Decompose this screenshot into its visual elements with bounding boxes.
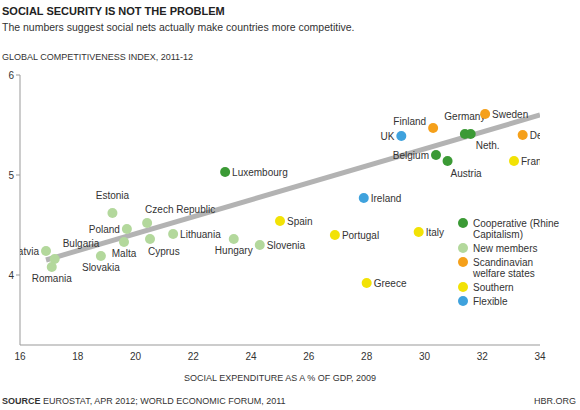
svg-text:Ireland: Ireland (371, 193, 402, 204)
svg-text:30: 30 (419, 351, 431, 362)
svg-text:16: 16 (14, 351, 26, 362)
html-text:New members: New members (473, 243, 538, 254)
svg-text:4: 4 (8, 270, 14, 281)
svg-text:France: France (521, 156, 540, 167)
svg-text:Luxembourg: Luxembourg (232, 167, 288, 178)
svg-text:22: 22 (188, 351, 200, 362)
html-text:Scandinavian welfare states: Scandinavian welfare states (473, 257, 535, 279)
svg-text:Lithuania: Lithuania (180, 229, 221, 240)
svg-text:Spain: Spain (287, 216, 313, 227)
svg-text:Latvia: Latvia (20, 246, 39, 257)
html-text:Southern: Southern (473, 282, 514, 293)
svg-text:Estonia: Estonia (96, 190, 130, 201)
svg-text:Slovenia: Slovenia (267, 240, 306, 251)
svg-text:Malta: Malta (112, 248, 137, 259)
svg-text:Belgium: Belgium (393, 150, 429, 161)
svg-text:Slovakia: Slovakia (82, 262, 120, 273)
html-text:HBR.ORG: HBR.ORG (534, 396, 576, 406)
svg-text:UK: UK (380, 131, 394, 142)
svg-text:32: 32 (477, 351, 489, 362)
svg-text:20: 20 (130, 351, 142, 362)
svg-text:24: 24 (246, 351, 258, 362)
svg-text:Hungary: Hungary (215, 245, 253, 256)
html-text:The numbers suggest social net: The numbers suggest social nets actually… (2, 21, 355, 33)
svg-text:Cyprus: Cyprus (148, 246, 180, 257)
html-text:Flexible: Flexible (473, 296, 508, 307)
svg-text:Portugal: Portugal (342, 230, 379, 241)
svg-text:Austria: Austria (451, 168, 483, 179)
html-text:GLOBAL COMPETITIVENESS INDEX,: GLOBAL COMPETITIVENESS INDEX, 2011-12 (2, 52, 194, 62)
svg-text:26: 26 (303, 351, 315, 362)
svg-text:34: 34 (534, 351, 546, 362)
html-text:Cooperative (Rhine Capitalism): Cooperative (Rhine Capitalism) (473, 218, 560, 240)
svg-text:Czech Republic: Czech Republic (145, 204, 215, 215)
svg-text:Sweden: Sweden (492, 109, 528, 120)
svg-text:Denmark: Denmark (530, 130, 540, 141)
svg-text:Neth.: Neth. (476, 140, 500, 151)
svg-text:28: 28 (361, 351, 373, 362)
svg-text:18: 18 (72, 351, 84, 362)
svg-text:Greece: Greece (374, 278, 407, 289)
svg-text:Finland: Finland (393, 116, 426, 127)
svg-text:Poland: Poland (89, 224, 120, 235)
html-text:SOCIAL SECURITY IS NOT THE PRO: SOCIAL SECURITY IS NOT THE PROBLEM (2, 5, 225, 17)
html-text:SOCIAL EXPENDITURE AS A % OF G: SOCIAL EXPENDITURE AS A % OF GDP, 2009 (184, 373, 376, 383)
svg-text:Italy: Italy (426, 227, 444, 238)
html-text:SOURCE EUROSTAT, APR 2012; WOR: SOURCE EUROSTAT, APR 2012; WORLD ECONOMI… (2, 396, 286, 406)
svg-text:6: 6 (8, 70, 14, 81)
svg-text:Bulgaria: Bulgaria (63, 238, 100, 249)
svg-text:Germany: Germany (444, 111, 485, 122)
svg-text:Romania: Romania (32, 273, 72, 284)
svg-text:5: 5 (8, 170, 14, 181)
